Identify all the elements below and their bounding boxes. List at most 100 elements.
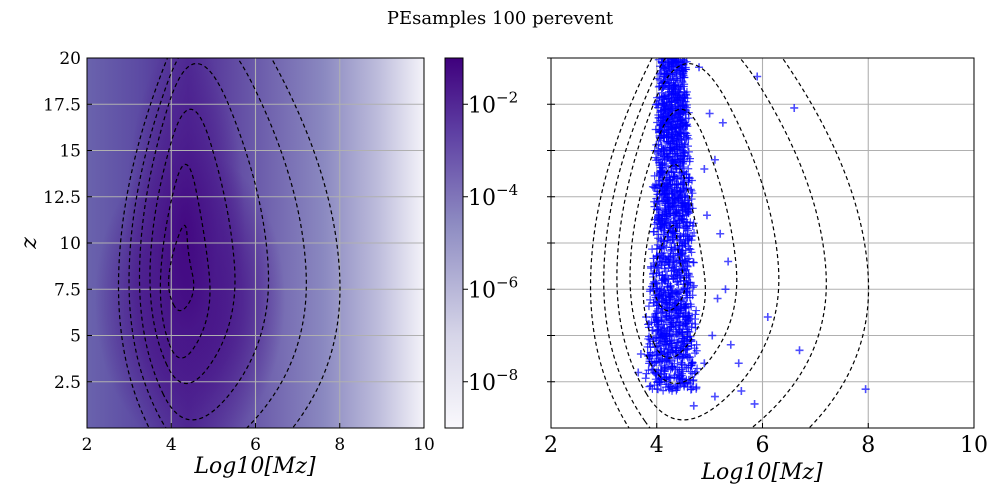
scatter-marker bbox=[645, 357, 654, 366]
scatter-marker bbox=[659, 191, 668, 200]
scatter-marker bbox=[688, 291, 697, 300]
scatter-marker bbox=[662, 313, 671, 322]
left-y-tick-label: 10 bbox=[59, 234, 81, 254]
scatter-marker bbox=[667, 319, 676, 328]
scatter-marker bbox=[644, 302, 653, 311]
scatter-marker bbox=[661, 267, 670, 276]
scatter-marker bbox=[691, 310, 700, 319]
scatter-marker bbox=[651, 184, 660, 193]
scatter-marker bbox=[684, 311, 693, 320]
scatter-marker bbox=[679, 82, 688, 91]
scatter-marker bbox=[674, 108, 683, 117]
left-x-tick-label: 10 bbox=[413, 435, 435, 455]
scatter-point bbox=[716, 229, 725, 238]
scatter-marker bbox=[679, 321, 688, 330]
density-contour bbox=[603, 58, 827, 428]
right-ticks: 2 4 6 8 10 bbox=[544, 57, 988, 458]
colorbar-tick-label: 10−8 bbox=[468, 366, 518, 396]
scatter-marker bbox=[667, 243, 676, 252]
right-contours bbox=[589, 58, 870, 428]
scatter-marker bbox=[684, 375, 693, 384]
scatter-marker bbox=[669, 210, 678, 219]
scatter-marker bbox=[688, 319, 697, 328]
scatter-marker bbox=[654, 100, 663, 109]
scatter-marker bbox=[656, 149, 665, 158]
scatter-marker bbox=[659, 386, 668, 395]
scatter-marker bbox=[660, 348, 669, 357]
scatter-marker bbox=[659, 287, 668, 296]
scatter-marker bbox=[647, 264, 656, 273]
right-plot-area bbox=[551, 58, 974, 428]
scatter-marker bbox=[682, 65, 691, 74]
density-contour bbox=[616, 63, 780, 421]
right-x-tick-label: 8 bbox=[861, 433, 875, 458]
scatter-marker bbox=[664, 289, 673, 298]
scatter-point bbox=[734, 359, 743, 368]
scatter-marker bbox=[664, 279, 673, 288]
scatter-marker bbox=[660, 150, 669, 159]
scatter-marker bbox=[662, 161, 671, 170]
left-y-tick-label: 7.5 bbox=[54, 280, 81, 300]
scatter-marker bbox=[681, 222, 690, 231]
scatter-point bbox=[710, 155, 719, 164]
scatter-marker bbox=[659, 274, 668, 283]
colorbar-ticks: 10−2 10−4 10−6 10−8 bbox=[463, 88, 518, 396]
colorbar-frame bbox=[444, 57, 464, 429]
scatter-marker bbox=[677, 365, 686, 374]
scatter-marker bbox=[675, 223, 684, 232]
left-x-tick-label: 2 bbox=[82, 435, 93, 455]
scatter-point bbox=[718, 118, 727, 127]
scatter-marker bbox=[680, 151, 689, 160]
scatter-marker bbox=[667, 101, 676, 110]
scatter-marker bbox=[683, 255, 692, 264]
scatter-marker bbox=[655, 268, 664, 277]
right-x-tick-label: 10 bbox=[960, 433, 988, 458]
left-y-tick-label: 17.5 bbox=[43, 95, 81, 115]
scatter-marker bbox=[670, 265, 679, 274]
scatter-marker bbox=[681, 320, 690, 329]
scatter-marker bbox=[666, 252, 675, 261]
scatter-marker bbox=[693, 364, 702, 373]
scatter-marker bbox=[679, 217, 688, 226]
scatter-marker bbox=[687, 176, 696, 185]
scatter-point bbox=[692, 383, 701, 392]
scatter-marker bbox=[684, 202, 693, 211]
scatter-marker bbox=[656, 380, 665, 389]
scatter-marker bbox=[664, 203, 673, 212]
scatter-marker bbox=[681, 106, 690, 115]
scatter-marker bbox=[676, 95, 685, 104]
scatter-marker bbox=[683, 383, 692, 392]
scatter-marker bbox=[672, 135, 681, 144]
scatter-marker bbox=[680, 88, 689, 97]
scatter-marker bbox=[660, 323, 669, 332]
left-contours bbox=[117, 58, 341, 428]
scatter-marker bbox=[642, 369, 651, 378]
scatter-point bbox=[713, 294, 722, 303]
scatter-marker bbox=[685, 157, 694, 166]
scatter-marker bbox=[660, 190, 669, 199]
scatter-marker bbox=[686, 278, 695, 287]
scatter-marker bbox=[660, 110, 669, 119]
right-x-axis-label: Log10[Mz] bbox=[700, 460, 823, 485]
scatter-marker bbox=[679, 334, 688, 343]
scatter-marker bbox=[660, 100, 669, 109]
density-contour bbox=[117, 58, 341, 428]
scatter-point bbox=[636, 350, 645, 358]
scatter-marker bbox=[672, 122, 681, 131]
scatter-marker bbox=[682, 351, 691, 360]
scatter-marker bbox=[676, 358, 685, 367]
scatter-marker bbox=[657, 355, 666, 364]
scatter-point bbox=[790, 103, 799, 112]
scatter-marker bbox=[663, 232, 672, 241]
scatter-marker bbox=[684, 147, 693, 156]
scatter-point bbox=[700, 165, 709, 173]
left-y-tick-label: 2.5 bbox=[54, 373, 81, 393]
scatter-marker bbox=[670, 272, 679, 281]
scatter-marker bbox=[671, 89, 680, 98]
scatter-marker bbox=[660, 92, 669, 101]
left-y-tick-label: 5 bbox=[70, 327, 81, 347]
scatter-marker bbox=[665, 83, 674, 92]
scatter-marker bbox=[650, 262, 659, 271]
scatter-marker bbox=[652, 349, 661, 358]
